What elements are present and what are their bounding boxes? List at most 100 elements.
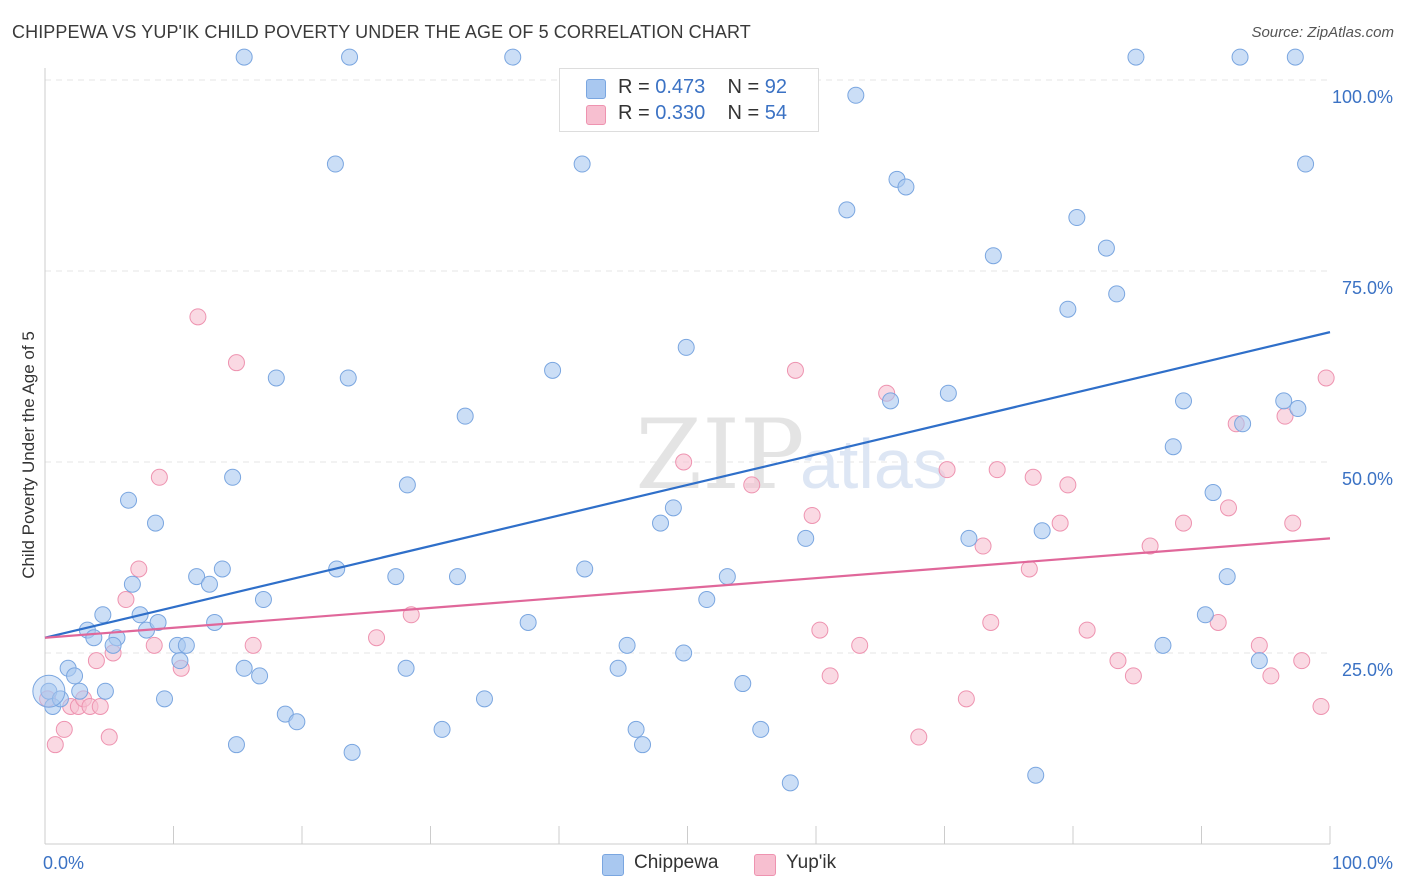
chippewa-point (1027, 766, 1045, 784)
chart-source: Source: ZipAtlas.com (1251, 24, 1394, 41)
chippewa-point (1164, 438, 1182, 456)
chippewa-point (718, 568, 736, 586)
chippewa-point (939, 384, 957, 402)
chippewa-point (123, 575, 141, 593)
chippewa-point (519, 613, 537, 631)
chippewa-point (1234, 415, 1252, 433)
yupik-point (743, 476, 761, 494)
chippewa-point (1250, 652, 1268, 670)
chippewa-point (897, 178, 915, 196)
yupik-point (982, 613, 1000, 631)
chippewa-point (66, 667, 84, 685)
chippewa-point (156, 690, 174, 708)
chippewa-point (387, 568, 405, 586)
yupik-point (150, 468, 168, 486)
chippewa-point (960, 529, 978, 547)
legend-n-value: 54 (764, 102, 788, 124)
y-axis-label: Child Poverty Under the Age of 5 (19, 331, 38, 579)
bottom-legend-swatch-yupik (754, 854, 776, 876)
legend-r-label: R = (618, 102, 650, 124)
y-tick-label: 25.0% (1342, 660, 1393, 680)
chippewa-point (544, 361, 562, 379)
yupik-trend-line (44, 537, 1331, 639)
legend-n-label: N = (727, 76, 760, 98)
chippewa-point (573, 155, 591, 173)
chippewa-point (1033, 522, 1051, 540)
yupik-point (851, 636, 869, 654)
chippewa-point (1297, 155, 1315, 173)
chippewa-point (235, 659, 253, 677)
chippewa-point (1286, 48, 1304, 66)
watermark-atlas: atlas (800, 425, 948, 503)
chippewa-point (1218, 568, 1236, 586)
chippewa-point (698, 591, 716, 609)
chippewa-point (1275, 392, 1293, 410)
chippewa-point (200, 575, 218, 593)
chippewa-point (1196, 606, 1214, 624)
chippewa-point (288, 713, 306, 731)
legend-r-label: R = (618, 76, 650, 98)
chippewa-point (456, 407, 474, 425)
chippewa-point (227, 736, 245, 754)
yupik-point (1175, 514, 1193, 532)
x-tick-label: 100.0% (1332, 853, 1393, 873)
yupik-point (957, 690, 975, 708)
yupik-point (1284, 514, 1302, 532)
chippewa-point (224, 468, 242, 486)
chippewa-point (188, 568, 206, 586)
yupik-point (244, 636, 262, 654)
chippewa-point (1289, 400, 1307, 418)
legend-row-chippewa: R = 0.473 N = 92 (618, 76, 787, 99)
chippewa-point (475, 690, 493, 708)
yupik-point (46, 736, 64, 754)
yupik-point (145, 636, 163, 654)
legend-r-value: 0.330 (655, 102, 706, 124)
chippewa-point (882, 392, 900, 410)
yupik-point (87, 652, 105, 670)
chippewa-point (675, 644, 693, 662)
chippewa-point (1059, 300, 1077, 318)
chippewa-point (627, 720, 645, 738)
yupik-point (1024, 468, 1042, 486)
yupik-point (1051, 514, 1069, 532)
chippewa-point (32, 674, 66, 708)
yupik-point (910, 728, 928, 746)
chippewa-point (397, 659, 415, 677)
yupik-point (974, 537, 992, 555)
bottom-legend-label-chippewa: Chippewa (634, 852, 719, 873)
chippewa-point (734, 675, 752, 693)
chippewa-point (85, 629, 103, 647)
chippewa-point (147, 514, 165, 532)
chippewa-point (1097, 239, 1115, 257)
chippewa-point (120, 491, 138, 509)
yupik-point (55, 720, 73, 738)
yupik-point (811, 621, 829, 639)
y-axis-label-group: Child Poverty Under the Age of 5 (19, 331, 38, 579)
bottom-legend-swatch-chippewa (602, 854, 624, 876)
yupik-point (988, 461, 1006, 479)
yupik-point (91, 697, 109, 715)
chippewa-point (149, 613, 167, 631)
legend-swatch-yupik (586, 105, 606, 125)
legend-swatch-chippewa (586, 79, 606, 99)
yupik-point (1124, 667, 1142, 685)
yupik-point (1109, 652, 1127, 670)
legend-row-yupik: R = 0.330 N = 54 (618, 102, 787, 125)
chippewa-point (398, 476, 416, 494)
chippewa-point (235, 48, 253, 66)
yupik-point (117, 591, 135, 609)
chippewa-trend-line (44, 331, 1331, 639)
chippewa-point (1175, 392, 1193, 410)
chippewa-point (213, 560, 231, 578)
chippewa-point (652, 514, 670, 532)
yupik-point (1078, 621, 1096, 639)
chippewa-point (433, 720, 451, 738)
chippewa-point (251, 667, 269, 685)
chippewa-point (1127, 48, 1145, 66)
yupik-points (39, 308, 1335, 754)
chippewa-point (847, 86, 865, 104)
yupik-point (1293, 652, 1311, 670)
chippewa-point (1204, 484, 1222, 502)
chippewa-point (254, 591, 272, 609)
